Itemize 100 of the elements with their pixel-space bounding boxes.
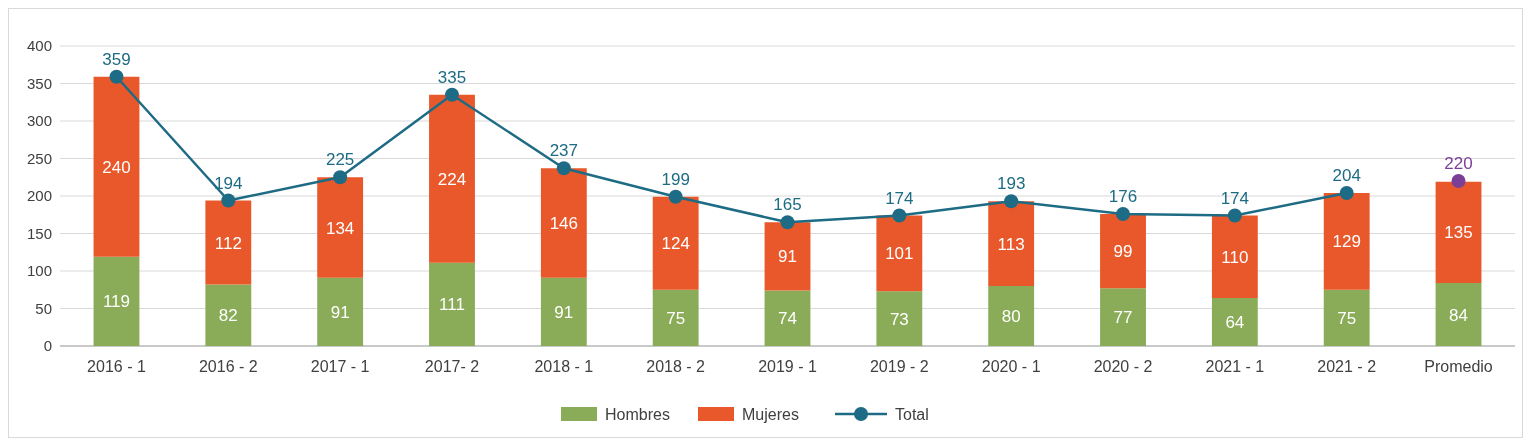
- bar: [317, 277, 364, 346]
- y-tick-label: 300: [26, 112, 52, 129]
- data-label: 146: [549, 214, 579, 233]
- data-label: 224: [437, 169, 467, 189]
- point: [109, 69, 124, 84]
- bar: [93, 256, 140, 346]
- bar: [1100, 288, 1146, 346]
- y-tick-label: 100: [26, 262, 52, 279]
- bar: [1435, 283, 1482, 346]
- bar: [652, 196, 699, 290]
- data-label: 237: [549, 141, 579, 161]
- x-tick-label: 2019 - 2: [869, 358, 929, 375]
- data-label: 111: [439, 295, 465, 315]
- point: [556, 161, 571, 176]
- legend-label: Total: [895, 406, 929, 423]
- data-label: 225: [325, 150, 355, 170]
- bar: [429, 262, 475, 346]
- data-label: 75: [666, 308, 686, 328]
- bar: [1100, 214, 1146, 289]
- y-tick-label: 150: [26, 224, 52, 242]
- point: [892, 208, 907, 223]
- y-tick-label: 200: [26, 187, 52, 204]
- y-tick-label: 250: [26, 149, 52, 167]
- point: [668, 189, 683, 204]
- data-label: 240: [102, 157, 131, 177]
- data-label: 220: [1444, 154, 1473, 173]
- data-label: 174: [1220, 188, 1250, 208]
- point: [221, 193, 236, 208]
- data-label: 204: [1332, 166, 1361, 185]
- point: [1339, 186, 1354, 200]
- bar: [429, 94, 475, 263]
- data-label: 74: [778, 309, 797, 329]
- bar: [652, 289, 699, 346]
- x-tick-label: 2018 - 1: [534, 358, 594, 375]
- x-tick-label: Promedio: [1424, 358, 1493, 375]
- point: [1227, 208, 1242, 223]
- bar: [1211, 215, 1258, 298]
- x-tick-label: 2020 - 2: [1093, 358, 1153, 375]
- data-label: 75: [1337, 308, 1357, 328]
- bar: [1323, 193, 1370, 290]
- bar: [205, 284, 252, 346]
- x-tick-label: 2017- 2: [424, 358, 480, 375]
- data-label: 82: [218, 306, 238, 326]
- data-label: 91: [554, 302, 574, 322]
- data-label: 80: [1001, 307, 1021, 326]
- bar: [1435, 181, 1482, 283]
- x-tick-label: 2019 - 1: [758, 358, 817, 375]
- bar: [876, 291, 923, 346]
- bar: [205, 200, 252, 285]
- x-tick-label: 2021 - 2: [1317, 358, 1377, 375]
- data-label: 101: [885, 244, 914, 264]
- x-tick-label: 2018 - 2: [646, 358, 706, 375]
- point: [1116, 207, 1131, 221]
- bar: [876, 215, 923, 292]
- x-tick-label: 2017 - 1: [310, 358, 370, 375]
- data-label: 134: [325, 218, 355, 238]
- bar: [1323, 289, 1370, 346]
- y-tick-label: 0: [43, 337, 52, 354]
- data-label: 124: [661, 234, 690, 254]
- data-label: 335: [437, 67, 467, 87]
- data-label: 359: [102, 49, 131, 69]
- data-label: 84: [1449, 305, 1468, 325]
- bar: [988, 201, 1035, 286]
- x-tick-label: 2020 - 1: [981, 358, 1041, 375]
- data-label: 135: [1444, 223, 1473, 243]
- data-label: 174: [885, 188, 914, 208]
- x-tick-label: 2016 - 2: [198, 358, 258, 375]
- point: [780, 215, 795, 230]
- point: [444, 87, 459, 102]
- data-label: 91: [778, 247, 797, 267]
- y-tick-label: 400: [26, 37, 52, 54]
- y-tick-label: 50: [35, 299, 52, 317]
- data-label: 91: [330, 302, 350, 322]
- bar: [764, 222, 811, 291]
- bar: [540, 168, 587, 278]
- data-label: 176: [1108, 187, 1138, 206]
- x-tick-label: 2021 - 1: [1205, 358, 1265, 375]
- point: [1004, 194, 1019, 209]
- bar: [93, 76, 140, 257]
- bar: [1211, 298, 1258, 346]
- data-label: 113: [997, 234, 1025, 254]
- data-label: 165: [773, 195, 802, 215]
- x-tick-label: 2016 - 1: [87, 358, 146, 375]
- data-label: 119: [102, 292, 131, 312]
- data-label: 112: [214, 233, 242, 253]
- data-label: 199: [661, 169, 690, 189]
- data-label: 194: [214, 173, 243, 193]
- bar: [764, 290, 811, 346]
- data-label: 193: [996, 174, 1026, 194]
- data-label: 77: [1113, 308, 1133, 328]
- data-label: 99: [1113, 242, 1133, 262]
- y-tick-label: 350: [26, 74, 52, 92]
- legend-label: Hombres: [605, 406, 670, 423]
- data-label: 73: [889, 309, 909, 329]
- data-label: 129: [1332, 232, 1361, 252]
- bar: [988, 286, 1035, 346]
- bar: [317, 177, 364, 278]
- data-label: 64: [1225, 313, 1245, 332]
- bar: [540, 277, 587, 346]
- data-label: 110: [1221, 247, 1249, 267]
